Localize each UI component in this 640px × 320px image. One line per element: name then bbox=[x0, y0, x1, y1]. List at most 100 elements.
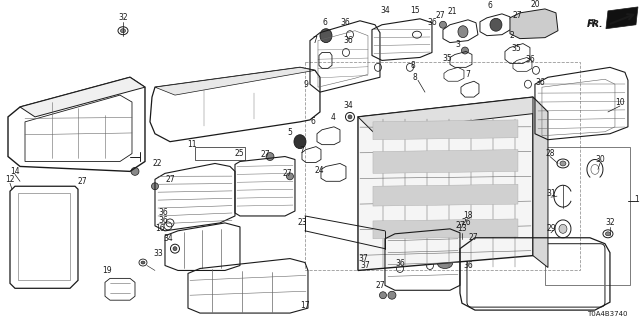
Text: 10: 10 bbox=[615, 98, 625, 107]
Text: 19: 19 bbox=[102, 266, 112, 275]
Text: 27: 27 bbox=[435, 11, 445, 20]
Text: T0A4B3740: T0A4B3740 bbox=[588, 311, 628, 317]
Bar bbox=[545, 147, 630, 285]
Polygon shape bbox=[358, 97, 533, 270]
Text: 36: 36 bbox=[463, 261, 473, 270]
Ellipse shape bbox=[120, 29, 125, 33]
Text: 20: 20 bbox=[530, 0, 540, 10]
Bar bbox=[195, 147, 245, 161]
Ellipse shape bbox=[141, 261, 145, 264]
Ellipse shape bbox=[131, 167, 139, 175]
Polygon shape bbox=[373, 184, 518, 206]
Text: 6: 6 bbox=[488, 1, 492, 11]
Ellipse shape bbox=[173, 247, 177, 251]
Text: 33: 33 bbox=[153, 249, 163, 258]
Text: 36: 36 bbox=[343, 36, 353, 45]
Text: 11: 11 bbox=[188, 140, 196, 149]
Text: 13: 13 bbox=[457, 224, 467, 233]
Text: 7: 7 bbox=[465, 70, 470, 79]
Text: 32: 32 bbox=[118, 13, 128, 22]
Text: 3: 3 bbox=[456, 40, 460, 49]
Text: 27: 27 bbox=[165, 175, 175, 184]
Ellipse shape bbox=[438, 259, 452, 268]
Ellipse shape bbox=[605, 232, 611, 236]
Polygon shape bbox=[20, 77, 145, 117]
Text: 6: 6 bbox=[323, 18, 328, 27]
Text: 27: 27 bbox=[375, 281, 385, 290]
Text: 8: 8 bbox=[413, 73, 417, 82]
Text: 35: 35 bbox=[511, 44, 521, 53]
Text: 22: 22 bbox=[152, 159, 162, 168]
Text: 36: 36 bbox=[525, 55, 535, 64]
Bar bbox=[305, 62, 580, 270]
Text: 15: 15 bbox=[410, 6, 420, 15]
Ellipse shape bbox=[152, 183, 159, 190]
Text: 23: 23 bbox=[297, 219, 307, 228]
Polygon shape bbox=[510, 9, 558, 39]
Text: 26: 26 bbox=[461, 219, 471, 228]
Polygon shape bbox=[373, 120, 518, 140]
Text: 5: 5 bbox=[287, 128, 292, 137]
Text: 37: 37 bbox=[358, 254, 368, 263]
Text: 27: 27 bbox=[455, 221, 465, 230]
Text: 35: 35 bbox=[442, 54, 452, 63]
Text: 34: 34 bbox=[380, 6, 390, 15]
Text: 31: 31 bbox=[546, 189, 556, 198]
Text: 17: 17 bbox=[300, 300, 310, 310]
Text: 27: 27 bbox=[260, 150, 270, 159]
Ellipse shape bbox=[320, 29, 332, 43]
Text: 36: 36 bbox=[158, 216, 168, 225]
Text: 7: 7 bbox=[300, 146, 305, 155]
Text: 27: 27 bbox=[468, 233, 478, 242]
Text: 2: 2 bbox=[509, 31, 515, 40]
Text: 7: 7 bbox=[312, 36, 317, 45]
Ellipse shape bbox=[380, 292, 387, 299]
Text: 25: 25 bbox=[234, 149, 244, 158]
Polygon shape bbox=[373, 149, 518, 173]
Ellipse shape bbox=[461, 47, 468, 54]
Text: 36: 36 bbox=[427, 18, 437, 27]
Ellipse shape bbox=[440, 21, 447, 28]
Text: 36: 36 bbox=[158, 209, 168, 218]
Text: 21: 21 bbox=[447, 7, 457, 16]
Ellipse shape bbox=[490, 18, 502, 31]
Text: 34: 34 bbox=[343, 101, 353, 110]
Text: 1: 1 bbox=[635, 195, 639, 204]
Text: 32: 32 bbox=[605, 219, 615, 228]
Text: FR.: FR. bbox=[587, 19, 599, 28]
Ellipse shape bbox=[287, 173, 294, 180]
Text: 24: 24 bbox=[314, 166, 324, 175]
Ellipse shape bbox=[266, 153, 274, 161]
Text: 16: 16 bbox=[155, 224, 165, 233]
Text: 27: 27 bbox=[77, 177, 87, 186]
Polygon shape bbox=[373, 219, 518, 239]
Polygon shape bbox=[606, 7, 638, 29]
Text: 6: 6 bbox=[310, 117, 316, 126]
Text: 4: 4 bbox=[330, 113, 335, 122]
Text: 29: 29 bbox=[546, 224, 556, 233]
Text: 18: 18 bbox=[463, 212, 473, 220]
Ellipse shape bbox=[559, 224, 567, 233]
Text: 30: 30 bbox=[595, 155, 605, 164]
Bar bbox=[18, 193, 70, 280]
Text: 34: 34 bbox=[163, 234, 173, 243]
Polygon shape bbox=[155, 67, 315, 95]
Ellipse shape bbox=[458, 26, 468, 38]
Text: 9: 9 bbox=[303, 80, 308, 89]
Ellipse shape bbox=[388, 291, 396, 299]
Text: FR.: FR. bbox=[587, 20, 604, 29]
Ellipse shape bbox=[348, 115, 352, 119]
Text: 12: 12 bbox=[5, 175, 15, 184]
Text: 27: 27 bbox=[282, 169, 292, 178]
Text: 37: 37 bbox=[360, 261, 370, 270]
Text: 14: 14 bbox=[10, 167, 20, 176]
Ellipse shape bbox=[474, 242, 481, 249]
Text: 36: 36 bbox=[340, 18, 350, 27]
Text: 36: 36 bbox=[395, 259, 405, 268]
Text: 36: 36 bbox=[535, 78, 545, 87]
Ellipse shape bbox=[560, 161, 566, 166]
Ellipse shape bbox=[294, 135, 306, 148]
Text: 27: 27 bbox=[512, 11, 522, 20]
Text: 28: 28 bbox=[545, 149, 555, 158]
Text: 8: 8 bbox=[411, 61, 415, 70]
